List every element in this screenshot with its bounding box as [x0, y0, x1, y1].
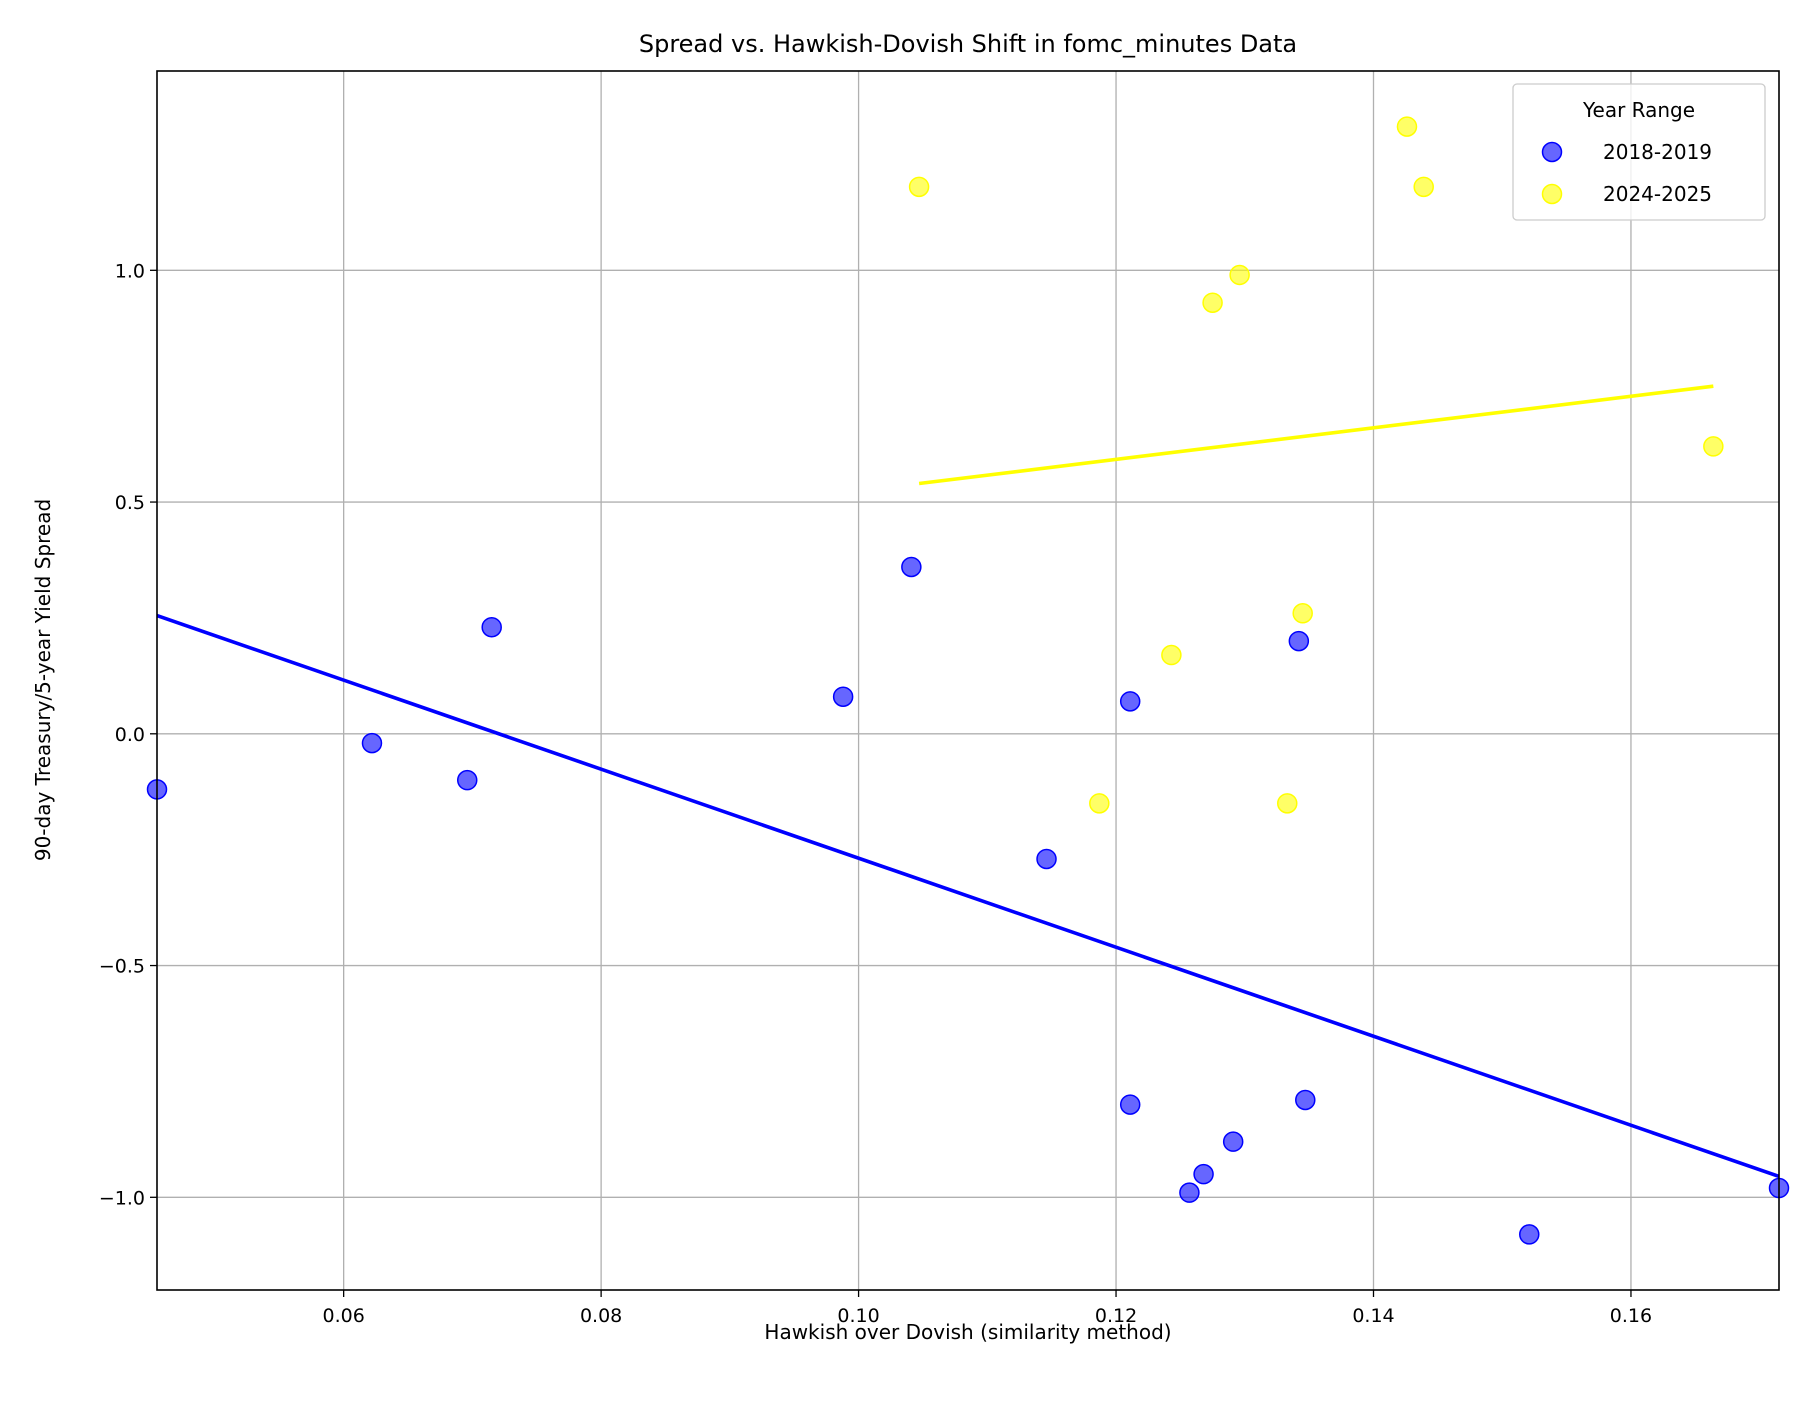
data-point-2018-2019 — [901, 556, 922, 578]
axis-ticks: 0.06 0.08 0.10 0.12 0.14 0.16 −1.0 −0.5 0.0 0.5 1.… — [99, 260, 1652, 1327]
data-point-2018-2019 — [1119, 691, 1141, 712]
x-tick-label: 0.08 — [580, 1305, 622, 1327]
legend-label-2018-2019: 2018-2019 — [1603, 140, 1712, 164]
data-point-2024-2025 — [1703, 436, 1724, 457]
trend-line-2018-2019 — [156, 613, 1780, 1179]
data-point-2024-2025 — [1396, 116, 1418, 137]
y-tick-label: −1.0 — [99, 1187, 145, 1209]
grid — [157, 71, 1779, 1290]
data-point-2024-2025 — [1292, 603, 1313, 624]
data-point-2018-2019 — [481, 616, 502, 638]
legend-marker-2024-2025 — [1541, 183, 1563, 205]
y-tick-label: 0.0 — [115, 724, 145, 746]
x-tick-label: 0.14 — [1352, 1305, 1394, 1327]
chart-title: Spread vs. Hawkish-Dovish Shift in fomc_… — [639, 30, 1297, 58]
x-tick-label: 0.10 — [837, 1305, 879, 1327]
x-tick-label: 0.12 — [1095, 1305, 1137, 1327]
legend-title: Year Range — [1582, 98, 1695, 122]
x-tick-label: 0.06 — [323, 1305, 365, 1327]
data-point-2018-2019 — [1179, 1182, 1200, 1203]
legend-label-2024-2025: 2024-2025 — [1603, 182, 1712, 206]
y-tick-label: 0.5 — [115, 492, 145, 514]
trend-line-2024-2025 — [918, 384, 1714, 486]
data-point-2018-2019 — [1288, 630, 1310, 652]
data-point-2018-2019 — [1519, 1224, 1540, 1245]
data-point-2024-2025 — [1202, 292, 1223, 313]
plot-frame — [156, 70, 1780, 1291]
data-point-2024-2025 — [1229, 264, 1250, 286]
y-tick-label: −0.5 — [99, 956, 145, 978]
data-point-2018-2019 — [1295, 1089, 1316, 1111]
data-point-2024-2025 — [1413, 176, 1434, 198]
trend-lines — [156, 384, 1780, 1179]
legend-marker-2018-2019 — [1541, 141, 1563, 163]
data-point-2018-2019 — [456, 769, 478, 791]
legend: Year Range 2018-2019 2024-2025 — [1512, 83, 1766, 221]
x-tick-label: 0.16 — [1610, 1305, 1652, 1327]
data-points — [146, 116, 1790, 1245]
data-point-2018-2019 — [832, 686, 854, 707]
data-point-2018-2019 — [1119, 1094, 1141, 1115]
data-point-2018-2019 — [1036, 848, 1057, 870]
data-point-2018-2019 — [1222, 1131, 1244, 1152]
y-axis-title: 90-day Treasury/5-year Yield Spread — [31, 499, 55, 861]
data-point-2024-2025 — [1161, 644, 1182, 666]
x-axis-title: Hawkish over Dovish (similarity method) — [764, 1320, 1171, 1344]
legend-box — [1512, 83, 1766, 221]
data-point-2018-2019 — [1193, 1163, 1214, 1185]
data-point-2018-2019 — [361, 732, 383, 754]
y-tick-label: 1.0 — [115, 260, 145, 282]
data-point-2024-2025 — [908, 176, 930, 198]
data-point-2024-2025 — [1089, 793, 1110, 814]
data-point-2024-2025 — [1277, 793, 1298, 814]
